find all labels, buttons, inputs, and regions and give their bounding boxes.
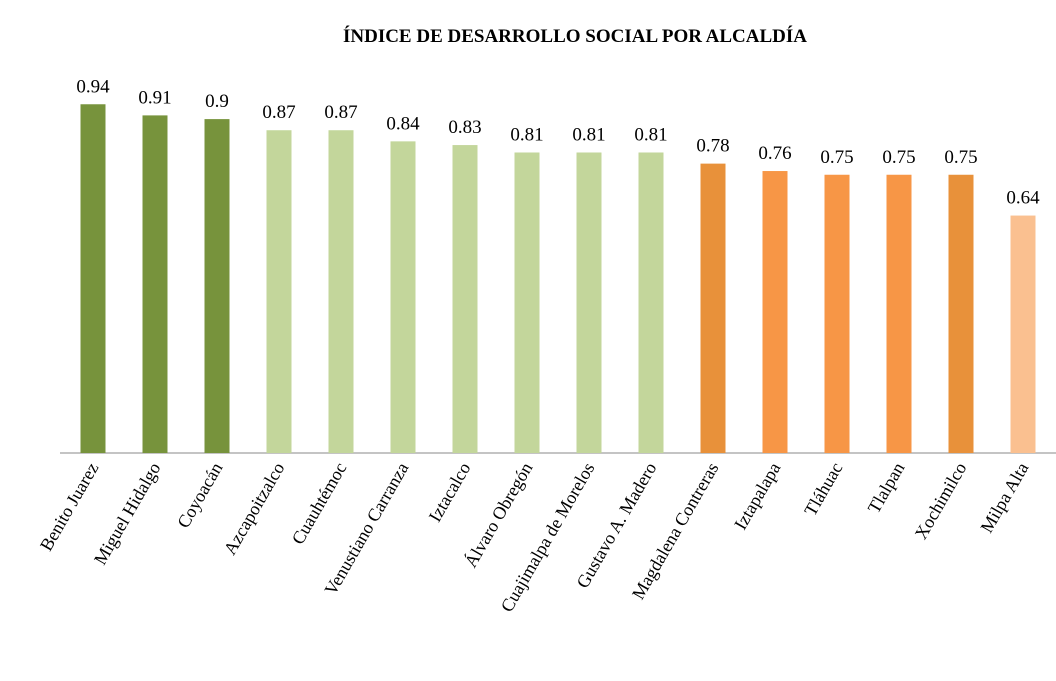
chart-title: ÍNDICE DE DESARROLLO SOCIAL POR ALCALDÍA bbox=[343, 25, 807, 47]
x-tick-label: Milpa Alta bbox=[976, 459, 1032, 536]
x-tick-label: Benito Juarez bbox=[36, 459, 103, 554]
bar bbox=[1010, 215, 1036, 453]
bar bbox=[328, 130, 354, 454]
bar bbox=[638, 152, 664, 454]
bar bbox=[80, 104, 106, 453]
bar bbox=[142, 115, 168, 453]
value-label: 0.84 bbox=[386, 113, 420, 134]
value-label: 0.91 bbox=[138, 87, 171, 108]
value-label: 0.83 bbox=[448, 117, 481, 138]
x-tick-label: Xochimilco bbox=[911, 459, 971, 543]
value-label: 0.87 bbox=[262, 102, 295, 123]
x-tick-label: Tlalpan bbox=[864, 459, 909, 517]
bar bbox=[700, 163, 726, 453]
bar bbox=[514, 152, 540, 454]
bar bbox=[452, 145, 478, 453]
x-tick-label: Coyoacán bbox=[173, 459, 226, 531]
bar bbox=[204, 119, 230, 453]
x-tick-label: Iztapalapa bbox=[730, 459, 784, 533]
value-label: 0.76 bbox=[758, 143, 791, 164]
value-label: 0.75 bbox=[882, 147, 915, 168]
x-tick-label: Cuauhtémoc bbox=[288, 459, 351, 548]
value-label: 0.81 bbox=[510, 124, 543, 145]
bar bbox=[824, 174, 850, 453]
x-tick-label: Iztacalco bbox=[425, 459, 475, 525]
bar bbox=[948, 174, 974, 453]
bar bbox=[886, 174, 912, 453]
value-label: 0.75 bbox=[944, 147, 977, 168]
x-tick-label: Álvaro Obregón bbox=[460, 459, 537, 571]
x-tick-label: Azcapoitzalco bbox=[220, 459, 289, 558]
value-label: 0.78 bbox=[696, 136, 729, 157]
bar bbox=[576, 152, 602, 454]
value-label: 0.81 bbox=[572, 124, 605, 145]
bar bbox=[390, 141, 416, 454]
value-label: 0.81 bbox=[634, 124, 667, 145]
value-label: 0.94 bbox=[76, 76, 110, 97]
value-label: 0.9 bbox=[205, 91, 229, 112]
value-label: 0.64 bbox=[1006, 188, 1040, 209]
value-label: 0.87 bbox=[324, 102, 357, 123]
value-label: 0.75 bbox=[820, 147, 853, 168]
bar bbox=[762, 171, 788, 454]
x-tick-label: Miguel Hidalgo bbox=[90, 459, 165, 568]
x-tick-label: Tláhuac bbox=[800, 459, 846, 519]
bar bbox=[266, 130, 292, 454]
